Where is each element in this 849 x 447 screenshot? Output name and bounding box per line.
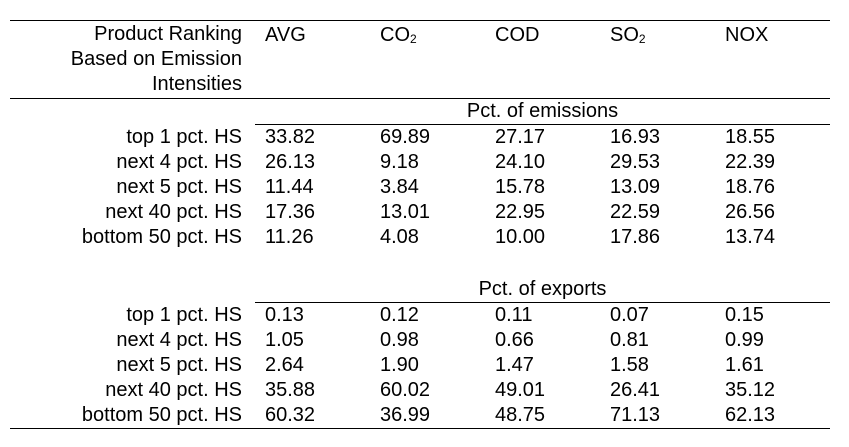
table-cell: 0.15 xyxy=(725,304,764,326)
table-cell: 13.09 xyxy=(610,176,661,198)
table-cell: 18.55 xyxy=(725,126,776,148)
table-cell: 13.01 xyxy=(380,201,431,223)
row-label: next 40 pct. HS xyxy=(105,201,242,223)
table-cell: 10.00 xyxy=(495,226,546,248)
row-label: next 4 pct. HS xyxy=(116,329,242,351)
table-cell: 2.64 xyxy=(265,354,304,376)
table-cell: 35.88 xyxy=(265,379,316,401)
table-cell: 60.02 xyxy=(380,379,431,401)
section-title-exports: Pct. of exports xyxy=(478,278,607,300)
row-label: bottom 50 pct. HS xyxy=(81,404,242,426)
table-cell: 29.53 xyxy=(610,151,661,173)
row-label: next 5 pct. HS xyxy=(116,176,242,198)
table-cell: 1.47 xyxy=(495,354,534,376)
table-cell: 26.41 xyxy=(610,379,661,401)
table-cell: 0.81 xyxy=(610,329,649,351)
table-cell: 15.78 xyxy=(495,176,546,198)
row-label: bottom 50 pct. HS xyxy=(81,226,242,248)
table-cell: 27.17 xyxy=(495,126,546,148)
row-label: next 5 pct. HS xyxy=(116,354,242,376)
table-cell: 1.05 xyxy=(265,329,304,351)
table-cell: 1.90 xyxy=(380,354,419,376)
table-cell: 11.26 xyxy=(265,226,314,248)
table-cell: 0.66 xyxy=(495,329,534,351)
table-cell: 0.11 xyxy=(495,304,533,326)
header-label-line: Product Ranking xyxy=(94,23,242,45)
table-cell: 71.13 xyxy=(610,404,661,426)
table-cell: 26.13 xyxy=(265,151,316,173)
table-cell: 22.39 xyxy=(725,151,776,173)
table-cell: 4.08 xyxy=(380,226,419,248)
table-cell: 0.13 xyxy=(265,304,304,326)
header-label-line: Intensities xyxy=(151,73,242,95)
header-label-line: Based on Emission xyxy=(70,48,242,70)
table-cell: 49.01 xyxy=(495,379,546,401)
table-cell: 16.93 xyxy=(610,126,661,148)
column-header-avg: AVG xyxy=(265,24,306,46)
bottom-rule xyxy=(10,428,830,429)
table-cell: 60.32 xyxy=(265,404,316,426)
section-1-title-rule xyxy=(255,124,830,125)
column-header-so2: SO2 xyxy=(610,24,646,46)
table-cell: 69.89 xyxy=(380,126,431,148)
table-cell: 36.99 xyxy=(380,404,431,426)
table-cell: 26.56 xyxy=(725,201,776,223)
table-cell: 62.13 xyxy=(725,404,776,426)
table-cell: 48.75 xyxy=(495,404,546,426)
column-header-cod: COD xyxy=(495,24,540,46)
table-cell: 0.12 xyxy=(380,304,419,326)
table-cell: 0.07 xyxy=(610,304,649,326)
table-cell: 33.82 xyxy=(265,126,316,148)
row-label: top 1 pct. HS xyxy=(126,304,242,326)
table-cell: 1.58 xyxy=(610,354,649,376)
table-cell: 1.61 xyxy=(725,354,764,376)
row-label: next 40 pct. HS xyxy=(105,379,242,401)
table-cell: 0.98 xyxy=(380,329,419,351)
header-bottom-rule xyxy=(10,98,830,99)
top-rule xyxy=(10,20,830,21)
section-2-title-rule xyxy=(255,302,830,303)
column-header-co2: CO2 xyxy=(380,24,417,46)
table-cell: 9.18 xyxy=(380,151,419,173)
table-cell: 18.76 xyxy=(725,176,776,198)
table-cell: 11.44 xyxy=(265,176,314,198)
row-label: next 4 pct. HS xyxy=(116,151,242,173)
table-cell: 22.95 xyxy=(495,201,546,223)
table-cell: 13.74 xyxy=(725,226,776,248)
table-cell: 35.12 xyxy=(725,379,776,401)
row-label: top 1 pct. HS xyxy=(126,126,242,148)
column-header-nox: NOX xyxy=(725,24,769,46)
table-cell: 17.36 xyxy=(265,201,316,223)
table-cell: 3.84 xyxy=(380,176,419,198)
table-cell: 0.99 xyxy=(725,329,764,351)
table-cell: 17.86 xyxy=(610,226,661,248)
section-title-emissions: Pct. of emissions xyxy=(466,100,619,122)
table-cell: 24.10 xyxy=(495,151,546,173)
table-cell: 22.59 xyxy=(610,201,661,223)
